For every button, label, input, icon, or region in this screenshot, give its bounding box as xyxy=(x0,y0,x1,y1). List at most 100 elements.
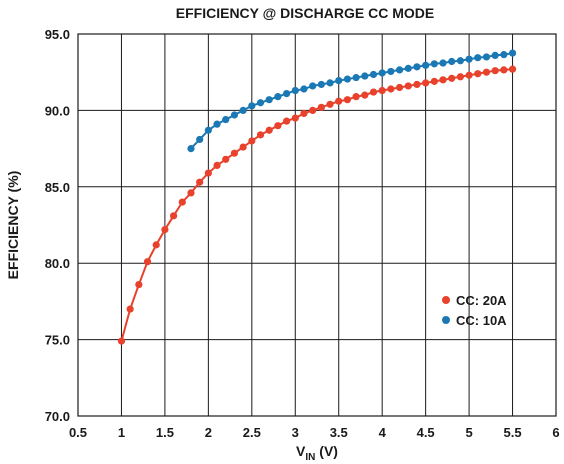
data-point xyxy=(126,305,134,313)
data-point xyxy=(274,93,282,101)
data-point xyxy=(230,111,239,119)
data-point xyxy=(395,83,404,92)
data-point xyxy=(430,60,438,68)
data-point xyxy=(213,120,221,128)
x-axis-label: VIN (V) xyxy=(296,443,338,463)
data-point xyxy=(196,135,204,144)
data-point xyxy=(448,57,456,66)
data-point xyxy=(508,65,517,73)
data-point xyxy=(282,117,291,125)
y-axis-label: EFFICIENCY (%) xyxy=(5,171,21,280)
data-point xyxy=(482,68,491,76)
data-point xyxy=(309,106,317,114)
x-tick-label: 5.5 xyxy=(504,425,522,440)
data-point xyxy=(248,102,256,110)
data-point xyxy=(474,70,482,78)
data-point xyxy=(213,161,221,170)
data-point xyxy=(352,93,360,101)
x-tick-label: 0.5 xyxy=(69,425,87,440)
x-tick-label: 1 xyxy=(118,425,125,440)
data-point xyxy=(448,74,456,82)
data-point xyxy=(361,72,369,80)
chart-title: EFFICIENCY @ DISCHARGE CC MODE xyxy=(176,5,434,21)
data-point xyxy=(335,77,343,85)
plot-frame xyxy=(77,33,557,417)
data-point xyxy=(387,67,395,76)
data-point xyxy=(291,114,299,122)
data-point xyxy=(413,80,421,89)
data-point xyxy=(500,51,508,59)
x-axis-label-unit: (V) xyxy=(315,443,338,459)
data-point xyxy=(256,99,265,107)
data-point xyxy=(404,64,412,72)
data-point xyxy=(230,149,239,157)
x-tick-label: 2 xyxy=(205,425,212,440)
data-point xyxy=(178,198,186,206)
y-tick-labels: 70.0 75.0 80.0 85.0 90.0 95.0 xyxy=(45,27,70,424)
data-point xyxy=(187,145,195,153)
data-point xyxy=(422,61,430,69)
data-point xyxy=(239,106,247,114)
data-point xyxy=(491,51,499,59)
data-point xyxy=(282,89,291,98)
data-point xyxy=(482,53,491,61)
data-point xyxy=(204,169,212,177)
data-point xyxy=(343,96,352,104)
data-point xyxy=(326,79,334,87)
data-point xyxy=(387,85,395,93)
data-point xyxy=(265,126,273,134)
x-tick-label: 5 xyxy=(465,425,472,440)
y-tick-label: 70.0 xyxy=(45,409,70,424)
data-point xyxy=(378,86,386,95)
data-point xyxy=(404,82,412,90)
data-point xyxy=(413,63,421,71)
series-line xyxy=(190,52,513,150)
data-point xyxy=(187,189,195,197)
data-point xyxy=(143,258,152,266)
data-point xyxy=(508,49,517,57)
data-point xyxy=(456,73,464,81)
data-point xyxy=(317,103,325,111)
data-point xyxy=(161,225,169,234)
data-point xyxy=(465,71,473,79)
data-point xyxy=(291,86,299,95)
x-tick-label: 3 xyxy=(292,425,299,440)
x-tick-label: 6 xyxy=(552,425,559,440)
x-tick-labels: 0.5 1 1.5 2 2.5 3 3.5 4 4.5 5 5.5 6 xyxy=(69,425,560,440)
data-point xyxy=(204,126,212,134)
data-point xyxy=(361,91,369,99)
data-point xyxy=(343,75,352,83)
data-point xyxy=(422,79,430,87)
y-tick-label: 75.0 xyxy=(45,333,70,348)
data-point xyxy=(430,77,438,85)
y-tick-label: 95.0 xyxy=(45,27,70,42)
data-point xyxy=(300,85,308,93)
legend-label: CC: 20A xyxy=(456,293,507,308)
data-point xyxy=(369,88,378,96)
x-axis-label-main: V xyxy=(296,443,306,459)
data-point xyxy=(309,82,317,90)
y-tick-label: 90.0 xyxy=(45,103,70,118)
data-point xyxy=(239,143,247,151)
legend: CC: 20A CC: 10A xyxy=(442,293,507,328)
data-point xyxy=(222,115,230,124)
legend-marker xyxy=(442,316,450,324)
data-point xyxy=(326,100,334,108)
data-point xyxy=(300,109,308,118)
data-point xyxy=(439,76,447,84)
data-point xyxy=(378,69,386,77)
data-point xyxy=(500,66,508,74)
data-point xyxy=(117,337,126,345)
x-tick-label: 1.5 xyxy=(156,425,174,440)
x-tick-label: 4.5 xyxy=(417,425,435,440)
y-tick-label: 80.0 xyxy=(45,256,70,271)
data-point xyxy=(274,122,282,130)
data-point xyxy=(456,57,464,65)
data-point xyxy=(170,212,178,220)
grid-layer xyxy=(77,33,557,417)
data-point xyxy=(256,131,265,139)
data-point xyxy=(317,80,325,89)
data-point xyxy=(152,241,160,249)
x-tick-label: 3.5 xyxy=(330,425,348,440)
